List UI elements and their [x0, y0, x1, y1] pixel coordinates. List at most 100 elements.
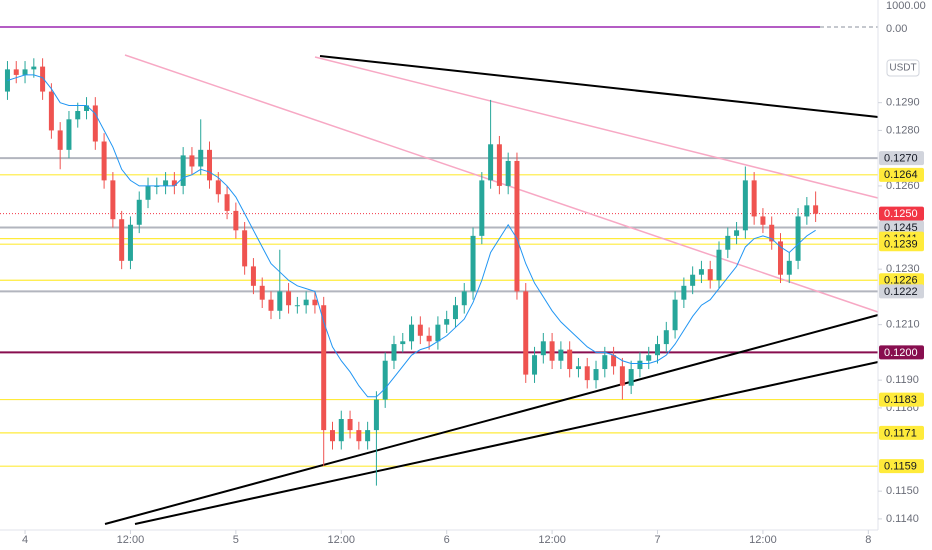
candle-body	[365, 430, 371, 442]
candle-body	[777, 241, 783, 275]
candle-body	[127, 224, 133, 261]
candle-body	[646, 355, 652, 361]
candle-body	[628, 369, 634, 386]
candle-body	[215, 180, 221, 195]
x-tick-label: 8	[865, 534, 871, 546]
candle-body	[145, 185, 151, 200]
candle-body	[286, 291, 292, 306]
candle-body	[584, 366, 590, 381]
y-tick-label: 0.1230	[886, 263, 920, 275]
candle-body	[760, 216, 766, 225]
x-tick-label: 4	[22, 534, 28, 546]
candle-body	[655, 344, 661, 356]
candle-body	[540, 341, 546, 356]
candle-body	[163, 180, 169, 186]
candle-body	[189, 155, 195, 167]
y-tick-label: 0.1210	[886, 319, 920, 331]
x-tick-label: 12:00	[117, 534, 145, 546]
y-tick-label: 0.1280	[886, 124, 920, 136]
currency-badge	[886, 59, 920, 77]
candle-body	[523, 291, 529, 375]
y-tick-label: 0.1260	[886, 180, 920, 192]
candle-body	[479, 180, 485, 236]
candle-body	[329, 430, 335, 442]
candle-body	[373, 399, 379, 431]
candle-body	[602, 355, 608, 370]
level-label: 0.1270	[884, 153, 918, 165]
candle-body	[549, 341, 555, 361]
candle-body	[716, 249, 722, 281]
candle-body	[707, 269, 713, 281]
candle-body	[769, 224, 775, 242]
candle-body	[40, 66, 46, 92]
x-tick-label: 5	[233, 534, 239, 546]
candle-body	[663, 330, 669, 345]
candle-body	[444, 319, 450, 325]
candle-body	[356, 430, 362, 442]
indicator-label: 0.00	[886, 23, 907, 35]
candle-body	[619, 366, 625, 386]
level-label: 0.1183	[884, 394, 917, 406]
candle-body	[382, 360, 388, 400]
candle-body	[488, 144, 494, 181]
trend-line	[104, 314, 879, 525]
candle-body	[57, 130, 63, 150]
candle-body	[294, 305, 300, 307]
level-badge	[879, 284, 924, 299]
level-label: 0.1245	[884, 222, 918, 234]
candle-body	[725, 235, 731, 250]
candle-body	[496, 144, 502, 186]
level-badge	[879, 273, 924, 288]
trend-line	[319, 55, 879, 118]
candle-body	[207, 149, 213, 181]
candle-body	[795, 216, 801, 261]
x-tick-label: 12:00	[749, 534, 777, 546]
candle-body	[338, 419, 344, 442]
candle-body	[804, 205, 810, 217]
candle-body	[637, 360, 643, 370]
indicator-label: 1000.00	[886, 0, 926, 12]
y-tick-label: 0.1190	[886, 374, 919, 386]
candle-body	[84, 105, 90, 111]
candle-body	[532, 355, 538, 375]
candle-body	[426, 335, 432, 342]
candle-body	[409, 324, 415, 342]
candle-body	[514, 160, 520, 292]
candle-body	[391, 344, 397, 361]
candle-body	[452, 305, 458, 320]
candle-body	[470, 235, 476, 292]
candle-body	[259, 285, 265, 300]
candle-body	[303, 299, 309, 306]
candle-body	[558, 349, 564, 361]
candle-body	[277, 291, 283, 311]
candle-body	[242, 230, 248, 267]
x-tick-label: 12:00	[328, 534, 356, 546]
candle-body	[690, 274, 696, 286]
level-label: 0.1264	[884, 169, 918, 181]
candle-body	[672, 299, 678, 331]
candle-body	[593, 369, 599, 381]
candle-body	[92, 105, 98, 142]
candles	[4, 58, 819, 486]
candle-body	[198, 149, 204, 167]
level-badge	[879, 220, 924, 235]
moving-average	[7, 74, 816, 398]
y-tick-label: 0.1290	[886, 97, 920, 109]
x-tick-label: 6	[444, 534, 450, 546]
candle-body	[813, 205, 819, 214]
level-badge	[879, 151, 924, 166]
candle-body	[250, 266, 256, 286]
candle-body	[505, 160, 511, 186]
level-label: 0.1250	[884, 208, 918, 220]
y-tick-label: 0.1150	[886, 485, 919, 497]
level-label: 0.1222	[884, 286, 918, 298]
level-badge	[879, 392, 924, 407]
x-tick-label: 12:00	[538, 534, 566, 546]
candle-body	[575, 366, 581, 370]
candle-body	[180, 155, 186, 186]
candle-body	[171, 180, 177, 186]
price-axis: 0.1290 0.1280 0.1260 0.1230 0.1210 0.1190 0.11…	[22, 97, 924, 546]
candle-body	[13, 69, 19, 75]
